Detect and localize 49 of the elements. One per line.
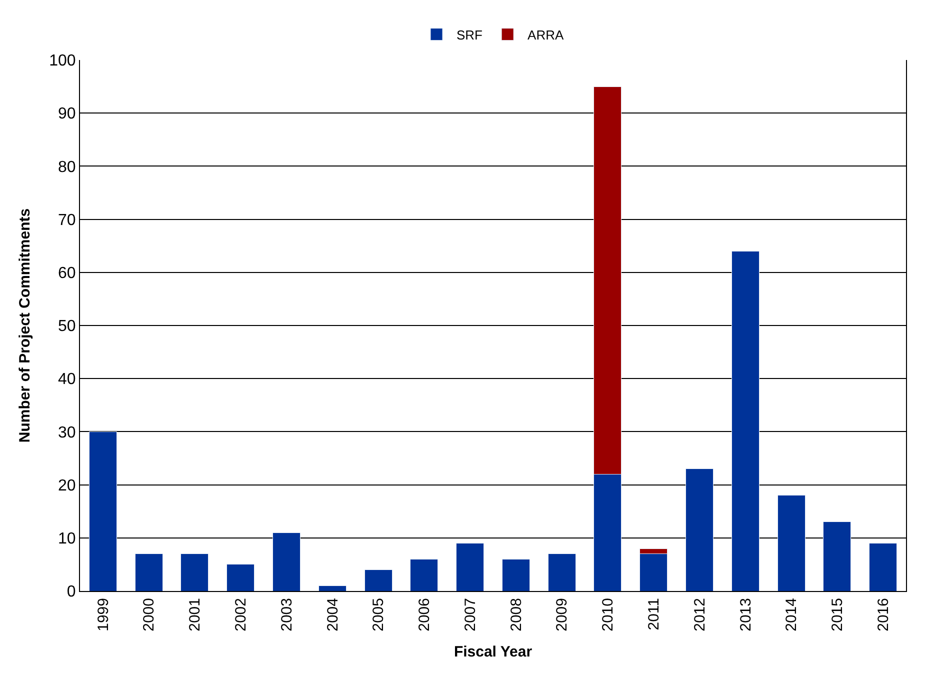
x-tick-label: 2010 [600, 598, 617, 632]
x-axis-title: Fiscal Year [454, 643, 532, 660]
bar [134, 554, 163, 591]
legend-label: SRF [456, 27, 483, 42]
legend-label: ARRA [528, 27, 564, 42]
y-tick-label: 60 [58, 265, 76, 282]
x-tick-label: 2003 [278, 598, 296, 632]
y-tick-label: 20 [58, 477, 76, 494]
bar [180, 554, 209, 591]
bar [410, 558, 438, 591]
x-tick-label: 2002 [232, 598, 250, 632]
bar [318, 585, 346, 591]
bar [88, 431, 117, 591]
y-tick-label: 10 [58, 530, 76, 548]
x-tick-label: 2006 [416, 598, 434, 632]
bar [823, 522, 852, 591]
y-axis-title: Number of Project Commitments [16, 208, 34, 443]
bar [685, 468, 714, 591]
x-tick-label: 2005 [370, 598, 388, 632]
y-tick-label: 80 [58, 158, 76, 176]
x-tick-label: 2012 [691, 598, 708, 632]
bar [226, 564, 255, 591]
bar [731, 250, 760, 591]
x-tick-label: 2000 [140, 598, 158, 632]
x-tick-label: 2015 [829, 598, 846, 632]
x-tick-label: 2007 [462, 598, 479, 632]
x-tick-label: 1999 [94, 598, 112, 632]
y-tick-label: 50 [58, 318, 76, 336]
x-tick-label: 2001 [186, 598, 204, 632]
x-tick-label: 2016 [874, 598, 892, 632]
y-tick-label: 100 [49, 52, 76, 70]
x-tick-label: 2014 [783, 598, 800, 632]
y-tick-label: 30 [58, 424, 76, 442]
x-tick-label: 2008 [508, 598, 525, 632]
bar [272, 532, 301, 591]
x-tick-label: 2009 [554, 598, 571, 632]
y-tick-label: 90 [58, 106, 76, 123]
bar [777, 495, 806, 591]
x-tick-label: 2013 [737, 598, 754, 632]
y-tick-label: 70 [58, 212, 76, 229]
x-tick-label: 2004 [324, 598, 342, 632]
bar [364, 570, 392, 591]
x-tick-label: 2011 [645, 598, 662, 630]
bar [456, 542, 484, 591]
bar [869, 542, 898, 591]
y-tick-label: 40 [58, 371, 76, 388]
bar [548, 554, 576, 591]
y-tick-label: 0 [66, 584, 76, 601]
bar [502, 558, 530, 591]
